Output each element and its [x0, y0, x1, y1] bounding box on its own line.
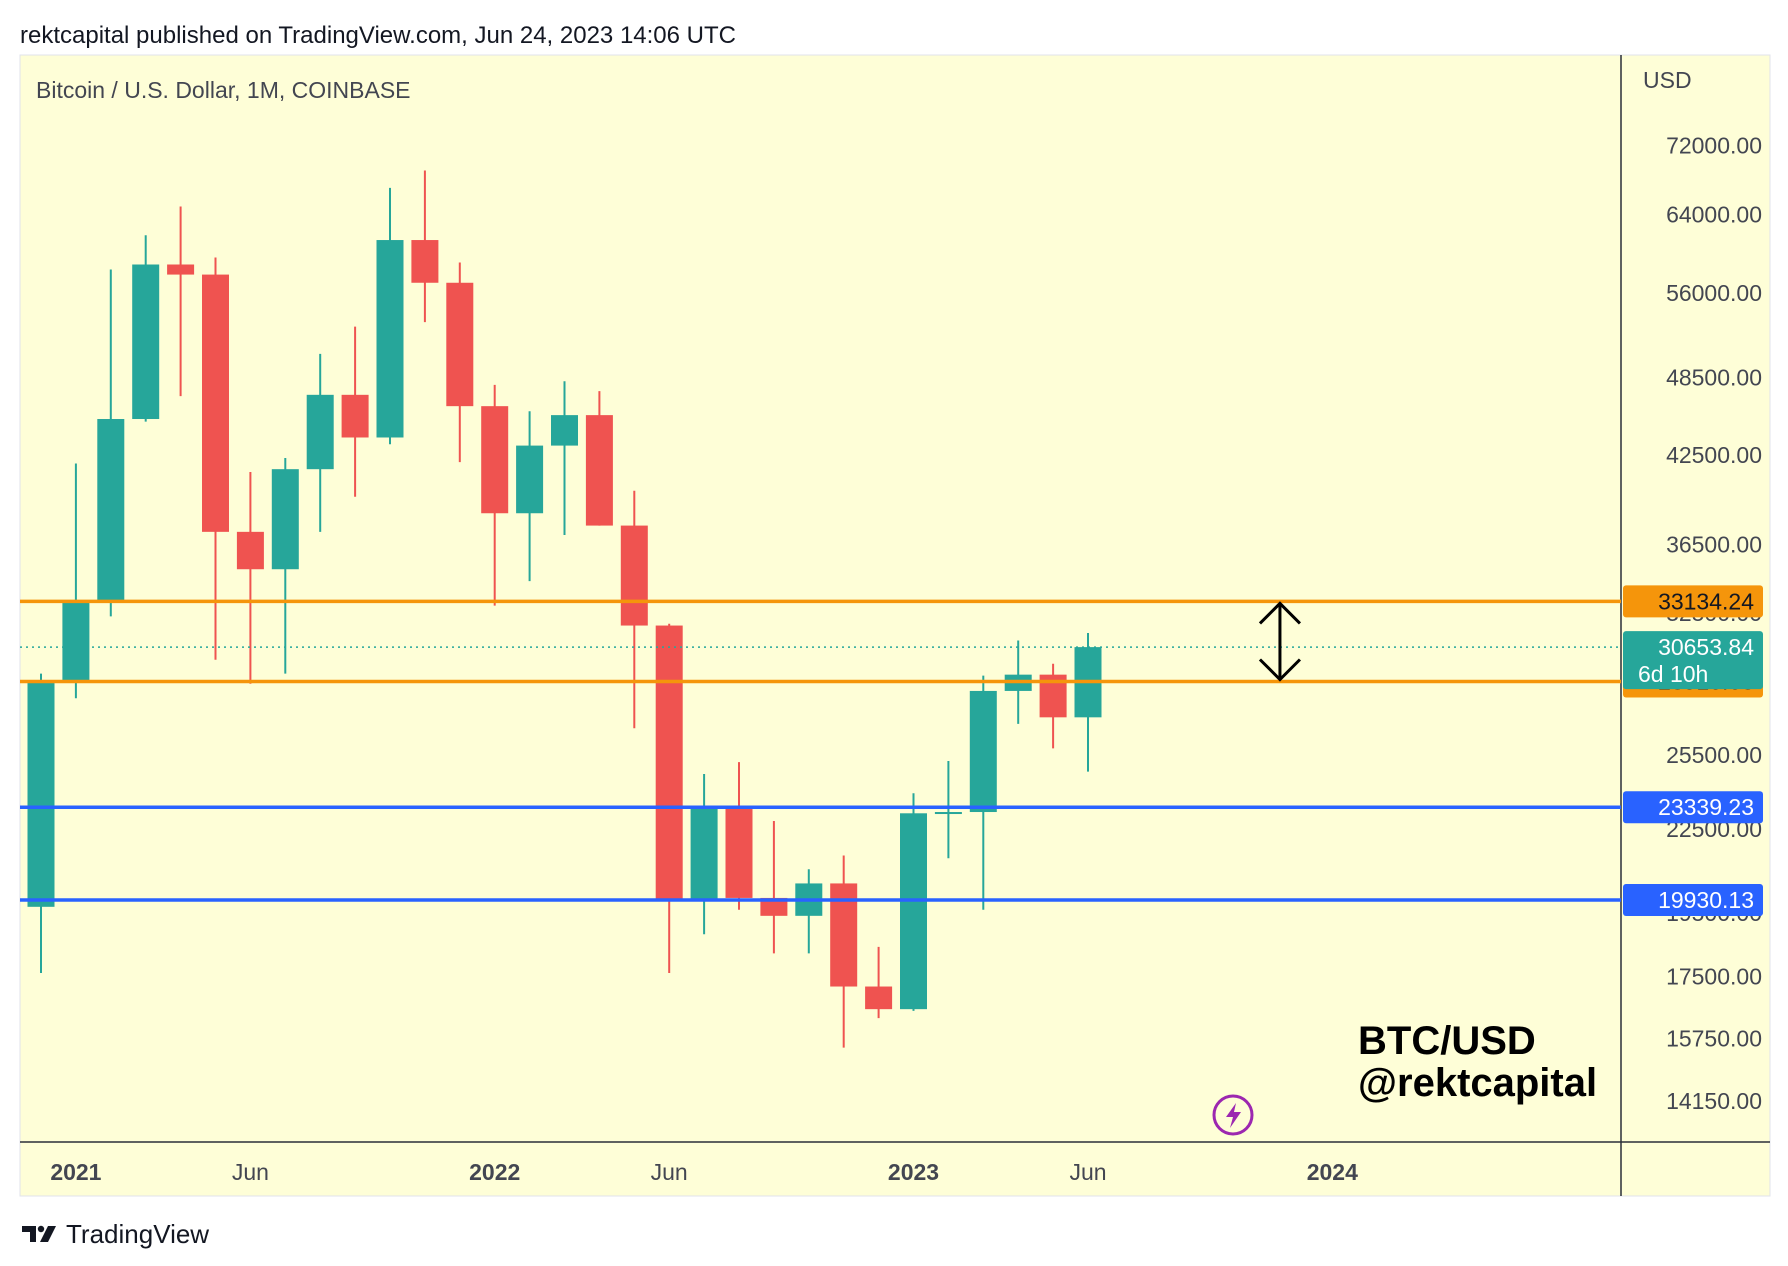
y-tick-label: 64000.00 — [1666, 202, 1762, 228]
x-tick-label: Jun — [232, 1159, 269, 1185]
candle-body — [725, 808, 753, 898]
candle[interactable] — [27, 673, 55, 974]
y-tick-label: 17500.00 — [1666, 963, 1762, 989]
candle-body — [376, 240, 404, 438]
svg-text:30653.84: 30653.84 — [1658, 634, 1754, 660]
candle[interactable] — [725, 762, 753, 910]
candle-body — [690, 808, 718, 900]
candle[interactable] — [62, 463, 90, 699]
y-tick-label: 15750.00 — [1666, 1025, 1762, 1051]
candle-body — [202, 274, 229, 532]
candle[interactable] — [446, 262, 474, 463]
level-price-label: 19930.13 — [1623, 883, 1763, 916]
axis-corner — [1621, 1142, 1770, 1196]
chart-frame — [19, 54, 1771, 1197]
candle[interactable] — [934, 761, 962, 859]
watermark-text-annotation[interactable]: BTC/USD@rektcapital — [1358, 1019, 1597, 1105]
svg-text:33134.24: 33134.24 — [1658, 588, 1754, 614]
y-tick-label: 36500.00 — [1666, 532, 1762, 558]
candle[interactable] — [585, 391, 613, 526]
x-tick-label: 2021 — [50, 1159, 101, 1185]
candle-body — [167, 264, 195, 275]
candle[interactable] — [481, 384, 509, 606]
tradingview-brand: TradingView — [66, 1218, 210, 1249]
x-tick-label: 2022 — [469, 1159, 520, 1185]
candle-body — [760, 897, 788, 916]
candle[interactable] — [306, 353, 334, 532]
candle[interactable] — [376, 187, 404, 445]
svg-text:19930.13: 19930.13 — [1658, 887, 1754, 913]
candle[interactable] — [202, 257, 229, 660]
candle[interactable] — [655, 623, 683, 974]
candle[interactable] — [167, 206, 195, 397]
plot-background[interactable] — [20, 55, 1621, 1142]
y-tick-label: 48500.00 — [1666, 365, 1762, 391]
candle-body — [271, 469, 299, 570]
candle[interactable] — [341, 326, 369, 497]
candle-body — [865, 986, 893, 1010]
y-tick-label: 72000.00 — [1666, 133, 1762, 159]
candle-body — [934, 812, 962, 815]
candle-body — [341, 394, 369, 438]
y-tick-label: 56000.00 — [1666, 280, 1762, 306]
y-tick-label: 14150.00 — [1666, 1088, 1762, 1114]
candle-body — [585, 415, 613, 526]
annotation-line: @rektcapital — [1358, 1061, 1597, 1105]
tradingview-footer[interactable]: TradingView — [20, 1216, 209, 1252]
lightning-event-icon[interactable] — [1212, 1094, 1254, 1136]
candle-body — [132, 264, 160, 420]
annotation-line: BTC/USD — [1358, 1019, 1536, 1063]
candle-body — [481, 406, 509, 514]
currency-label: USD — [1643, 67, 1692, 93]
x-tick-label: Jun — [1069, 1159, 1106, 1185]
candle[interactable] — [620, 490, 648, 729]
candle[interactable] — [97, 269, 125, 617]
x-tick-label: 2023 — [888, 1159, 939, 1185]
double-arrow-annotation[interactable] — [1258, 601, 1302, 682]
candle[interactable] — [271, 457, 299, 674]
level-price-label: 33134.24 — [1623, 585, 1763, 618]
time-axis-background[interactable] — [20, 1142, 1621, 1196]
candle[interactable] — [969, 675, 997, 910]
candle-body — [97, 419, 125, 603]
level-price-label: 23339.23 — [1623, 791, 1763, 824]
candle-body — [306, 394, 334, 470]
chart-title: Bitcoin / U.S. Dollar, 1M, COINBASE — [36, 77, 411, 103]
candle-body — [236, 531, 264, 570]
candle-body — [969, 690, 997, 813]
candle-body — [620, 525, 648, 626]
candle[interactable] — [865, 946, 893, 1019]
published-line: rektcapital published on TradingView.com… — [20, 22, 736, 49]
x-tick-label: 2024 — [1307, 1159, 1358, 1185]
candle[interactable] — [516, 411, 544, 582]
candle-body — [62, 602, 90, 682]
candle[interactable] — [900, 793, 927, 1011]
candle[interactable] — [411, 170, 439, 323]
candle-body — [446, 282, 474, 407]
candle-body — [516, 445, 544, 514]
candle[interactable] — [132, 235, 160, 422]
candle-body — [411, 240, 439, 283]
x-tick-label: Jun — [651, 1159, 688, 1185]
candle-countdown: 6d 10h — [1638, 661, 1708, 687]
candle-body — [551, 415, 578, 446]
candle-body — [655, 625, 683, 900]
candle-body — [27, 681, 55, 907]
candle[interactable] — [551, 381, 578, 536]
candle[interactable] — [690, 773, 718, 935]
svg-text:23339.23: 23339.23 — [1658, 794, 1754, 820]
candle[interactable] — [236, 472, 264, 684]
candle-body — [900, 813, 927, 1010]
tradingview-logo-icon — [22, 1225, 56, 1242]
candle[interactable] — [760, 820, 788, 954]
y-tick-label: 42500.00 — [1666, 442, 1762, 468]
y-tick-label: 25500.00 — [1666, 742, 1762, 768]
